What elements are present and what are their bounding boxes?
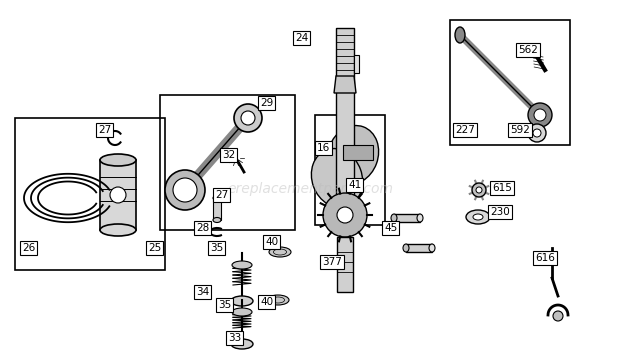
Ellipse shape <box>328 256 342 264</box>
Text: 41: 41 <box>348 180 361 190</box>
Bar <box>15 118 165 270</box>
Ellipse shape <box>231 339 253 349</box>
Ellipse shape <box>100 224 136 236</box>
Polygon shape <box>334 76 356 93</box>
Text: 40: 40 <box>265 237 278 247</box>
Bar <box>213 198 221 220</box>
Circle shape <box>337 207 353 223</box>
Text: 33: 33 <box>228 333 241 343</box>
Text: 35: 35 <box>218 300 231 310</box>
Text: 29: 29 <box>260 98 273 108</box>
Circle shape <box>534 109 546 121</box>
Bar <box>450 20 570 145</box>
Circle shape <box>476 187 482 193</box>
Ellipse shape <box>473 214 483 220</box>
Ellipse shape <box>417 214 423 222</box>
Circle shape <box>472 183 486 197</box>
Ellipse shape <box>269 247 291 257</box>
Circle shape <box>323 193 367 237</box>
Text: 16: 16 <box>317 143 330 153</box>
Ellipse shape <box>466 210 490 224</box>
Text: 40: 40 <box>260 297 273 307</box>
Text: 35: 35 <box>210 243 223 253</box>
Text: 32: 32 <box>222 150 235 160</box>
Text: 227: 227 <box>455 125 475 135</box>
Ellipse shape <box>403 244 409 252</box>
Ellipse shape <box>267 295 289 305</box>
Text: 615: 615 <box>492 183 512 193</box>
Circle shape <box>533 129 541 137</box>
Circle shape <box>528 124 546 142</box>
Text: 26: 26 <box>22 243 35 253</box>
Bar <box>160 95 295 230</box>
Text: 28: 28 <box>196 223 210 233</box>
Text: 616: 616 <box>535 253 555 263</box>
Ellipse shape <box>429 244 435 252</box>
Ellipse shape <box>232 261 252 269</box>
Circle shape <box>165 170 205 210</box>
Text: 562: 562 <box>518 45 538 55</box>
Bar <box>406 244 432 252</box>
Ellipse shape <box>327 126 379 184</box>
Text: 27: 27 <box>215 190 228 200</box>
Text: 24: 24 <box>295 33 308 43</box>
Bar <box>315 115 385 225</box>
Ellipse shape <box>213 217 221 223</box>
Ellipse shape <box>455 27 465 43</box>
Ellipse shape <box>391 214 397 222</box>
Text: 230: 230 <box>490 207 510 217</box>
Circle shape <box>553 311 563 321</box>
Bar <box>354 55 359 73</box>
Bar <box>336 28 354 228</box>
Ellipse shape <box>100 154 136 166</box>
Circle shape <box>528 103 552 127</box>
Text: 592: 592 <box>510 125 530 135</box>
Ellipse shape <box>231 296 253 306</box>
Text: 45: 45 <box>384 223 397 233</box>
Text: 27: 27 <box>98 125 111 135</box>
Bar <box>337 237 353 292</box>
Text: 25: 25 <box>148 243 161 253</box>
Ellipse shape <box>213 196 221 200</box>
Circle shape <box>241 111 255 125</box>
Ellipse shape <box>311 148 363 208</box>
Circle shape <box>110 187 126 203</box>
Text: ereplacementparts.com: ereplacementparts.com <box>227 182 393 196</box>
Text: 377: 377 <box>322 257 342 267</box>
Circle shape <box>234 104 262 132</box>
Ellipse shape <box>232 308 252 316</box>
Circle shape <box>173 178 197 202</box>
Text: 34: 34 <box>196 287 210 297</box>
Bar <box>394 214 420 222</box>
Bar <box>100 160 136 230</box>
Bar <box>343 145 373 160</box>
